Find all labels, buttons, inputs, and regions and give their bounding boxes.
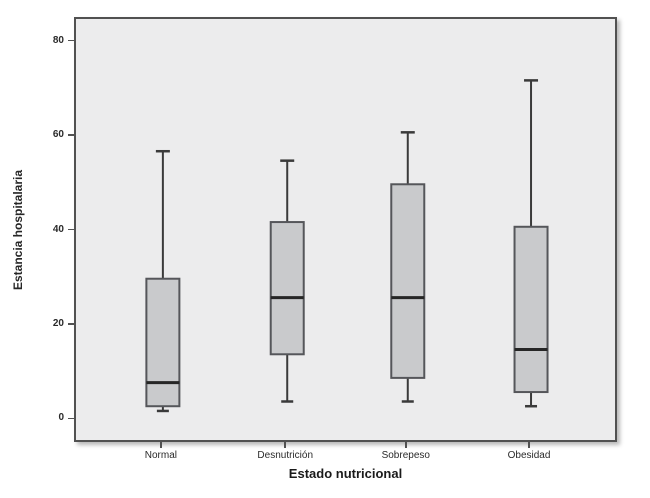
tick-mark	[405, 442, 407, 448]
plot-area	[74, 17, 617, 442]
y-tick-label: 60	[52, 129, 64, 141]
x-tick-label: Obesidad	[507, 450, 551, 461]
tick-mark	[68, 417, 74, 420]
y-axis-title: Estancia hospitalaria	[11, 169, 26, 290]
y-tick-label: 40	[52, 223, 64, 235]
tick-mark	[528, 442, 530, 448]
x-tick-label: Sobrepeso	[381, 450, 430, 461]
boxplot-canvas	[145, 79, 549, 413]
tick-mark	[160, 442, 162, 448]
boxplot-obesidad	[513, 79, 549, 408]
y-tick-label: 0	[58, 412, 64, 424]
tick-mark	[68, 134, 74, 136]
boxplot-sobrepeso	[390, 131, 426, 403]
x-tick-label: Normal	[144, 450, 177, 461]
y-tick-label: 20	[52, 317, 64, 329]
boxplot-normal	[145, 149, 181, 413]
boxplot-desnutricion	[269, 159, 305, 403]
tick-mark	[284, 442, 286, 448]
x-axis-title: Estado nutricional	[288, 466, 403, 481]
tick-mark	[68, 228, 74, 231]
tick-mark	[68, 323, 74, 325]
x-tick-label: Desnutrición	[257, 450, 314, 461]
tick-mark	[68, 39, 74, 42]
y-tick-label: 80	[52, 34, 64, 46]
